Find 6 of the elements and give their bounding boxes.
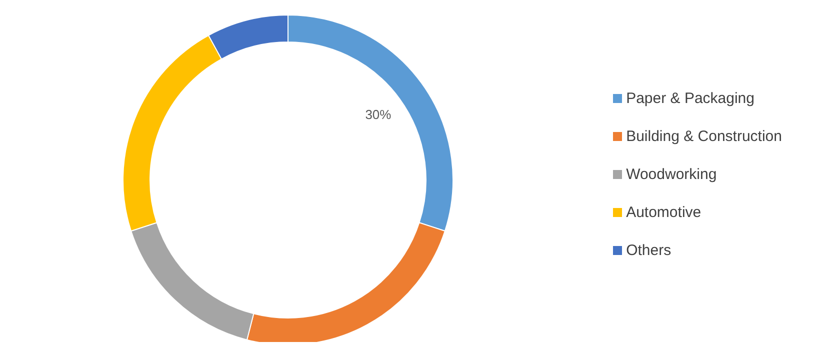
legend-label: Building & Construction [626,128,782,145]
legend-label: Woodworking [626,166,717,183]
legend-label: Automotive [626,204,702,221]
legend-label: Others [626,242,672,259]
data-label: 30% [365,106,392,122]
legend-label: Paper & Packaging [626,90,754,107]
